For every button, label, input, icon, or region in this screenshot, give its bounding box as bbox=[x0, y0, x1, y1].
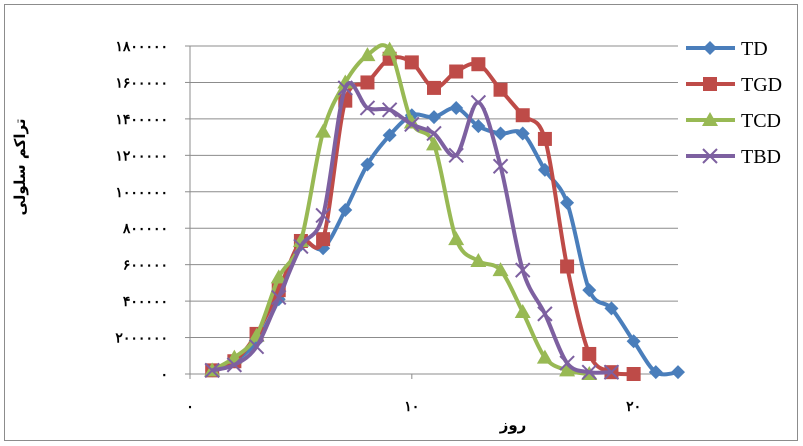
y-tick-label: ۱۶۰۰۰۰۰ bbox=[115, 75, 168, 91]
data-point bbox=[648, 365, 663, 380]
data-point bbox=[448, 147, 464, 164]
data-point bbox=[427, 110, 441, 125]
data-point bbox=[626, 334, 641, 349]
legend-label: TCD bbox=[741, 110, 781, 132]
legend-marker bbox=[703, 77, 717, 91]
y-tick-label: ۱۸۰۰۰۰۰ bbox=[115, 39, 168, 55]
series-TBD bbox=[204, 80, 620, 380]
y-tick-label: ۱۰۰۰۰۰۰ bbox=[115, 185, 168, 201]
data-point bbox=[560, 195, 575, 210]
data-point bbox=[315, 123, 332, 138]
data-point bbox=[492, 158, 509, 174]
data-point bbox=[471, 119, 486, 134]
data-point bbox=[515, 108, 530, 123]
data-point bbox=[360, 157, 375, 172]
data-point bbox=[559, 362, 576, 377]
legend-marker bbox=[702, 148, 718, 164]
data-point bbox=[604, 301, 619, 316]
data-point bbox=[626, 367, 641, 381]
data-point bbox=[492, 262, 509, 277]
data-point bbox=[359, 47, 376, 62]
data-point bbox=[515, 126, 530, 141]
legend-marker bbox=[703, 41, 717, 55]
data-point bbox=[603, 364, 620, 380]
data-point bbox=[226, 357, 243, 373]
y-tick-label: ۰ bbox=[160, 367, 168, 383]
data-point bbox=[293, 238, 309, 255]
y-tick-label: ۸۰۰۰۰۰ bbox=[122, 221, 168, 237]
data-point bbox=[537, 131, 552, 146]
x-axis-tick-labels: ۰ ۱۰ ۲۰ bbox=[186, 399, 641, 415]
y-tick-label: ۶۰۰۰۰۰ bbox=[123, 258, 168, 274]
data-point bbox=[359, 100, 376, 116]
chart-frame bbox=[4, 4, 798, 441]
data-point bbox=[537, 162, 552, 177]
data-point bbox=[581, 364, 597, 380]
legend-label: TGD bbox=[741, 74, 782, 96]
data-point bbox=[515, 262, 531, 278]
legend-marker bbox=[702, 112, 718, 126]
data-point bbox=[204, 362, 220, 379]
data-point bbox=[536, 349, 553, 364]
data-point bbox=[404, 116, 420, 133]
data-point bbox=[338, 203, 353, 217]
x-axis-title: روز bbox=[499, 416, 527, 434]
data-point bbox=[381, 102, 398, 118]
data-series bbox=[204, 41, 685, 381]
data-point bbox=[514, 304, 531, 319]
legend-label: TD bbox=[741, 38, 768, 60]
data-point bbox=[470, 94, 487, 111]
data-point bbox=[671, 365, 685, 380]
data-point bbox=[382, 128, 397, 143]
y-tick-label: ۱۴۰۰۰۰۰ bbox=[115, 112, 168, 128]
data-point bbox=[449, 100, 464, 115]
y-axis-title: تراکم سلولی bbox=[11, 119, 29, 216]
data-point bbox=[248, 338, 265, 355]
legend-item: TCD bbox=[686, 110, 781, 132]
data-point bbox=[315, 207, 331, 224]
data-point bbox=[271, 289, 287, 306]
data-point bbox=[360, 75, 375, 90]
data-point bbox=[493, 82, 508, 97]
data-point bbox=[471, 57, 486, 72]
data-point bbox=[559, 355, 575, 371]
data-point bbox=[316, 232, 331, 247]
data-point bbox=[426, 125, 442, 142]
data-point bbox=[404, 55, 419, 70]
data-point bbox=[337, 80, 353, 96]
data-point bbox=[449, 64, 464, 79]
x-tick-label: ۲۰ bbox=[626, 399, 641, 415]
data-point bbox=[381, 41, 398, 56]
x-tick-label: ۱۰ bbox=[404, 399, 419, 415]
legend-item: TGD bbox=[686, 74, 782, 96]
y-axis-tick-labels: ۰ ۲۰۰۰۰۰۰ ۴۰۰۰۰۰ ۶۰۰۰۰۰ ۸۰۰۰۰۰ ۱۰۰۰۰۰۰ ۱۲۰۰۰۰۰… bbox=[115, 39, 168, 383]
legend-item: TD bbox=[686, 38, 768, 60]
data-point bbox=[448, 231, 465, 246]
series-TGD bbox=[205, 51, 641, 381]
legend-item: TBD bbox=[686, 146, 781, 168]
y-tick-label: ۴۰۰۰۰۰ bbox=[123, 294, 168, 310]
data-point bbox=[493, 126, 508, 141]
data-point bbox=[582, 283, 597, 298]
data-point bbox=[270, 269, 287, 284]
series-TCD bbox=[204, 41, 598, 380]
legend: TD TGD TCD TBD bbox=[686, 38, 782, 168]
data-point bbox=[537, 306, 553, 322]
data-point bbox=[582, 346, 597, 361]
data-point bbox=[470, 253, 487, 268]
data-point bbox=[560, 259, 575, 274]
y-tick-label: ۲۰۰۰۰۰۰ bbox=[115, 331, 168, 347]
data-point bbox=[427, 80, 441, 95]
x-tick-label: ۰ bbox=[186, 399, 194, 415]
legend-label: TBD bbox=[741, 146, 781, 168]
y-tick-label: ۱۲۰۰۰۰۰ bbox=[115, 148, 168, 164]
data-point bbox=[426, 136, 442, 151]
